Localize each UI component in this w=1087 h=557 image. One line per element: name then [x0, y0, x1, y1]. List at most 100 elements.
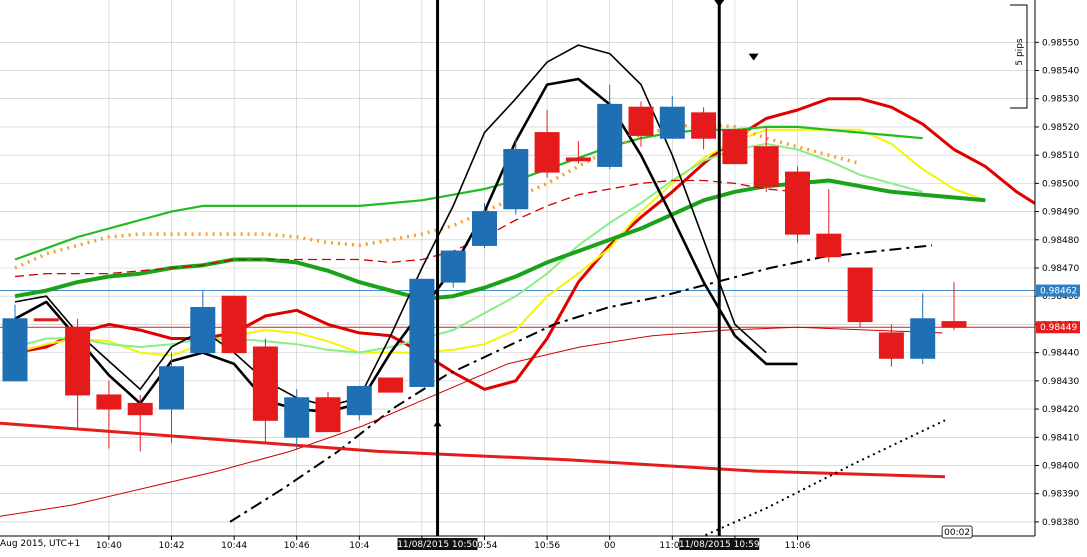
candle-body: [941, 321, 967, 328]
candle: [847, 267, 873, 328]
candle-body: [628, 106, 654, 136]
candle: [252, 338, 278, 443]
x-tick-label: 10:56: [534, 541, 560, 551]
candle-body: [221, 295, 247, 354]
signal-arrow-1: [714, 0, 725, 7]
candle-body: [659, 106, 685, 139]
y-tick-label: 0.98500: [1042, 179, 1079, 189]
candle: [65, 318, 91, 429]
candle: [941, 282, 967, 331]
price-label-1: 0.98449: [1040, 323, 1077, 333]
signal-arrow-2: [748, 53, 759, 61]
indicator-series-8: [14, 44, 767, 408]
y-tick-label: 0.98420: [1042, 405, 1079, 415]
candle: [315, 392, 341, 433]
candle: [534, 110, 560, 178]
candle: [878, 324, 904, 367]
candle-body: [534, 132, 560, 173]
y-tick-label: 0.98510: [1042, 151, 1079, 161]
y-tick-label: 0.98530: [1042, 95, 1079, 105]
x-tick-label: 10:54: [472, 541, 498, 551]
y-tick-label: 0.98470: [1042, 264, 1079, 274]
y-tick-label: 0.98480: [1042, 236, 1079, 246]
signal-arrow-0: [433, 420, 442, 427]
y-tick-label: 0.98440: [1042, 349, 1079, 359]
y-tick-label: 0.98540: [1042, 67, 1079, 77]
x-tick-label: 10:4: [349, 541, 369, 551]
candle-body: [159, 366, 184, 410]
indicator-series-9: [229, 244, 933, 523]
candle: [659, 95, 685, 139]
candle-body: [96, 394, 122, 410]
y-tick-label: 0.98520: [1042, 123, 1079, 133]
indicator-series-4: [14, 125, 923, 261]
time-axis-area: [0, 536, 1035, 557]
candle: [159, 352, 184, 443]
candle: [190, 290, 216, 354]
candle: [33, 318, 59, 322]
indicator-series-6: [14, 179, 798, 278]
x-tick-label: 11:02: [659, 541, 685, 551]
y-tick-label: 0.98410: [1042, 433, 1079, 443]
x-tick-label: 10:46: [284, 541, 310, 551]
indicator-series-2: [14, 142, 923, 354]
indicator-series-11: [0, 421, 946, 479]
candle: [409, 278, 435, 387]
candle: [127, 394, 153, 452]
candle-body: [315, 397, 341, 433]
marker-time-bg-1: [679, 538, 760, 550]
y-tick-label: 0.98400: [1042, 461, 1079, 471]
candle: [816, 189, 842, 263]
candle-body: [816, 233, 842, 258]
candle-body: [878, 332, 904, 359]
candle: [503, 138, 529, 215]
candle-body: [190, 306, 216, 354]
candle: [597, 84, 623, 170]
candle-body: [409, 278, 435, 387]
candle-body: [2, 318, 28, 382]
candle-body: [284, 397, 310, 438]
candle: [785, 166, 810, 243]
indicator-series-12: [677, 419, 946, 549]
y-tick-label: 0.98380: [1042, 518, 1079, 528]
timer-label: 00:02: [944, 528, 970, 538]
y-tick-label: 0.98550: [1042, 38, 1079, 48]
candle-body: [753, 146, 779, 187]
marker-time-label-1: 11/08/2015 10:59: [679, 540, 760, 550]
candle: [2, 304, 28, 382]
y-tick-label: 0.98460: [1042, 292, 1079, 302]
candle: [910, 293, 936, 364]
timezone-label: Aug 2015, UTC+1: [0, 539, 81, 549]
candle-body: [440, 250, 466, 283]
candle: [284, 389, 310, 449]
y-tick-label: 0.98390: [1042, 490, 1079, 500]
candle: [753, 126, 779, 192]
x-tick-label: 10:42: [159, 541, 185, 551]
candle-body: [252, 346, 278, 421]
candle-body: [33, 318, 59, 322]
candle-body: [785, 171, 810, 235]
candle-body: [346, 385, 372, 416]
candle: [96, 380, 122, 449]
candle-body: [65, 326, 91, 396]
price-label-bg-1: [1036, 321, 1080, 334]
candle: [221, 295, 247, 354]
x-tick-label: 10:44: [221, 541, 247, 551]
price-label-bg-0: [1036, 284, 1080, 297]
candle-body: [565, 157, 591, 162]
scale-label: 5 pips: [1015, 38, 1025, 66]
indicator-series-7: [14, 77, 798, 414]
candle-body: [722, 129, 748, 165]
candle-body: [597, 103, 623, 167]
price-label-0: 0.98462: [1040, 287, 1077, 297]
candle: [440, 250, 466, 288]
x-tick-label: 10:40: [96, 541, 122, 551]
marker-time-bg-0: [397, 538, 478, 550]
candle: [378, 377, 404, 393]
x-tick-label: 00: [604, 541, 616, 551]
price-axis-area: [1035, 0, 1087, 557]
candle-body: [472, 211, 497, 246]
x-tick-label: 11:06: [785, 541, 811, 551]
